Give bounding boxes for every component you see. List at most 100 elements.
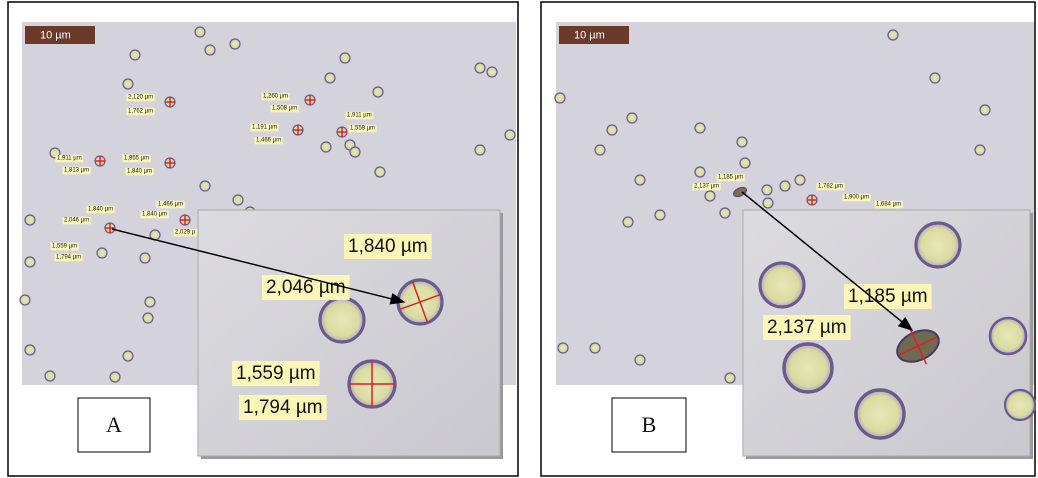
panel-label: B — [642, 412, 657, 437]
scale-bar-text: 10 µm — [574, 29, 605, 41]
measurement-text: 1,185 µm — [718, 175, 743, 181]
measurement-label: 2,046 µm — [262, 275, 350, 300]
measurement-label: 1,684 µm — [875, 201, 903, 209]
measurement-text: 1,762 µm — [128, 109, 153, 115]
measurement-label: 1,794 µm — [239, 395, 327, 420]
measurement-label: 1,260 µm — [262, 93, 290, 101]
measurement-text: 1,782 µm — [818, 184, 843, 190]
pollen-cell — [627, 113, 637, 123]
pollen-cell — [590, 343, 600, 353]
pollen-cell — [140, 253, 150, 263]
pollen-cell — [45, 371, 55, 381]
pollen-cell — [980, 105, 990, 115]
measurement-text: 1,185 µm — [848, 286, 928, 307]
pollen-cell — [888, 30, 898, 40]
pollen-cell — [350, 147, 360, 157]
measurement-label: 1,185 µm — [717, 174, 745, 182]
pollen-cell — [233, 195, 243, 205]
measurement-label: 1,911 µm — [346, 112, 374, 120]
pollen-cell — [795, 175, 805, 185]
measurement-text: 1,813 µm — [64, 168, 89, 174]
pollen-cell — [975, 145, 985, 155]
measurement-label: 2,046 µm — [63, 217, 91, 225]
pollen-cell — [123, 351, 133, 361]
measurement-label: 1,813 µm — [63, 167, 91, 175]
measurement-text: 2,120 µm — [128, 95, 153, 101]
measurement-text: 1,191 µm — [252, 125, 277, 131]
measurement-text: 1,900 µm — [844, 195, 869, 201]
pollen-cell — [916, 223, 960, 267]
measurement-text: 1,559 µm — [52, 244, 77, 250]
pollen-cell — [1005, 390, 1035, 420]
measurement-label: 1,840 µm — [87, 206, 115, 214]
measurement-label: 1,955 µm — [123, 155, 151, 163]
measurement-label: 2,029 µ — [174, 229, 198, 237]
measurement-label: 1,794 µm — [55, 254, 83, 262]
pollen-cell — [487, 67, 497, 77]
measurement-label: 1,191 µm — [251, 124, 279, 132]
measurement-text: 1,794 µm — [243, 397, 323, 418]
measurement-text: 1,559 µm — [350, 126, 375, 132]
pollen-cell — [784, 344, 832, 392]
scale-bar-text: 10 µm — [40, 29, 71, 41]
pollen-cell — [856, 390, 904, 438]
pollen-cell — [475, 145, 485, 155]
pollen-cell — [623, 217, 633, 227]
measurement-label: 1,840 µm — [141, 211, 169, 219]
pollen-cell — [123, 79, 133, 89]
measurement-text: 1,840 µm — [142, 212, 167, 218]
pollen-cell — [110, 372, 120, 382]
measurement-text: 2,137 µm — [767, 317, 847, 338]
measurement-label: 1,466 µm — [157, 201, 185, 209]
pollen-cell — [737, 137, 747, 147]
pollen-cell — [97, 248, 107, 258]
page: {"panels": [ {"label": "A", "scale_bar":… — [0, 0, 1038, 478]
pollen-cell — [475, 63, 485, 73]
pollen-cell — [930, 73, 940, 83]
pollen-cell — [635, 355, 645, 365]
measurement-label: 1,559 µm — [51, 243, 79, 251]
pollen-cell — [20, 295, 30, 305]
measurement-text: 1,840 µm — [348, 236, 428, 257]
measurement-text: 1,840 µm — [88, 207, 113, 213]
measurement-text: 1,794 µm — [56, 255, 81, 261]
pollen-cell — [762, 185, 772, 195]
pollen-cell — [25, 345, 35, 355]
pollen-cell — [695, 167, 705, 177]
measurement-label: 1,900 µm — [843, 194, 871, 202]
pollen-cell — [320, 298, 364, 342]
pollen-cell — [340, 53, 350, 63]
measurement-label: 1,466 µm — [255, 137, 283, 145]
pollen-cell — [595, 145, 605, 155]
measurement-text: 1,559 µm — [236, 363, 316, 384]
pollen-cell — [607, 125, 617, 135]
measurement-label: 1,762 µm — [127, 108, 155, 116]
pollen-cell — [725, 373, 735, 383]
measurement-text: 1,955 µm — [124, 156, 149, 162]
pollen-cell — [505, 130, 515, 140]
pollen-cell — [558, 343, 568, 353]
measurement-text: 2,046 µm — [266, 277, 346, 298]
pollen-cell — [780, 181, 790, 191]
pollen-cell — [375, 167, 385, 177]
measurement-label: 2,120 µm — [127, 94, 155, 102]
figure: 10 µm 2,120 µm 1,762 µm 1,260 µm 1,508 µm 1,9… — [0, 0, 1038, 478]
pollen-cell — [740, 158, 750, 168]
pollen-cell — [720, 208, 730, 218]
measurement-text: 1,684 µm — [876, 202, 901, 208]
pollen-cell — [325, 73, 335, 83]
measurement-text: 2,029 µ — [175, 230, 196, 236]
pollen-cell — [760, 263, 804, 307]
measurement-label: 1,185 µm — [844, 284, 932, 309]
measurement-text: 1,508 µm — [272, 106, 297, 112]
measurement-label: 1,559 µm — [349, 125, 377, 133]
measurement-text: 1,911 µm — [347, 113, 372, 119]
measurement-text: 1,911 µm — [57, 156, 82, 162]
measurement-text: 1,466 µm — [256, 138, 281, 144]
pollen-cell — [555, 93, 565, 103]
pollen-cell — [695, 123, 705, 133]
measurement-label: 1,840 µm — [344, 234, 432, 259]
measurement-text: 1,840 µm — [127, 169, 152, 175]
pollen-cell — [321, 142, 331, 152]
pollen-cell — [230, 39, 240, 49]
